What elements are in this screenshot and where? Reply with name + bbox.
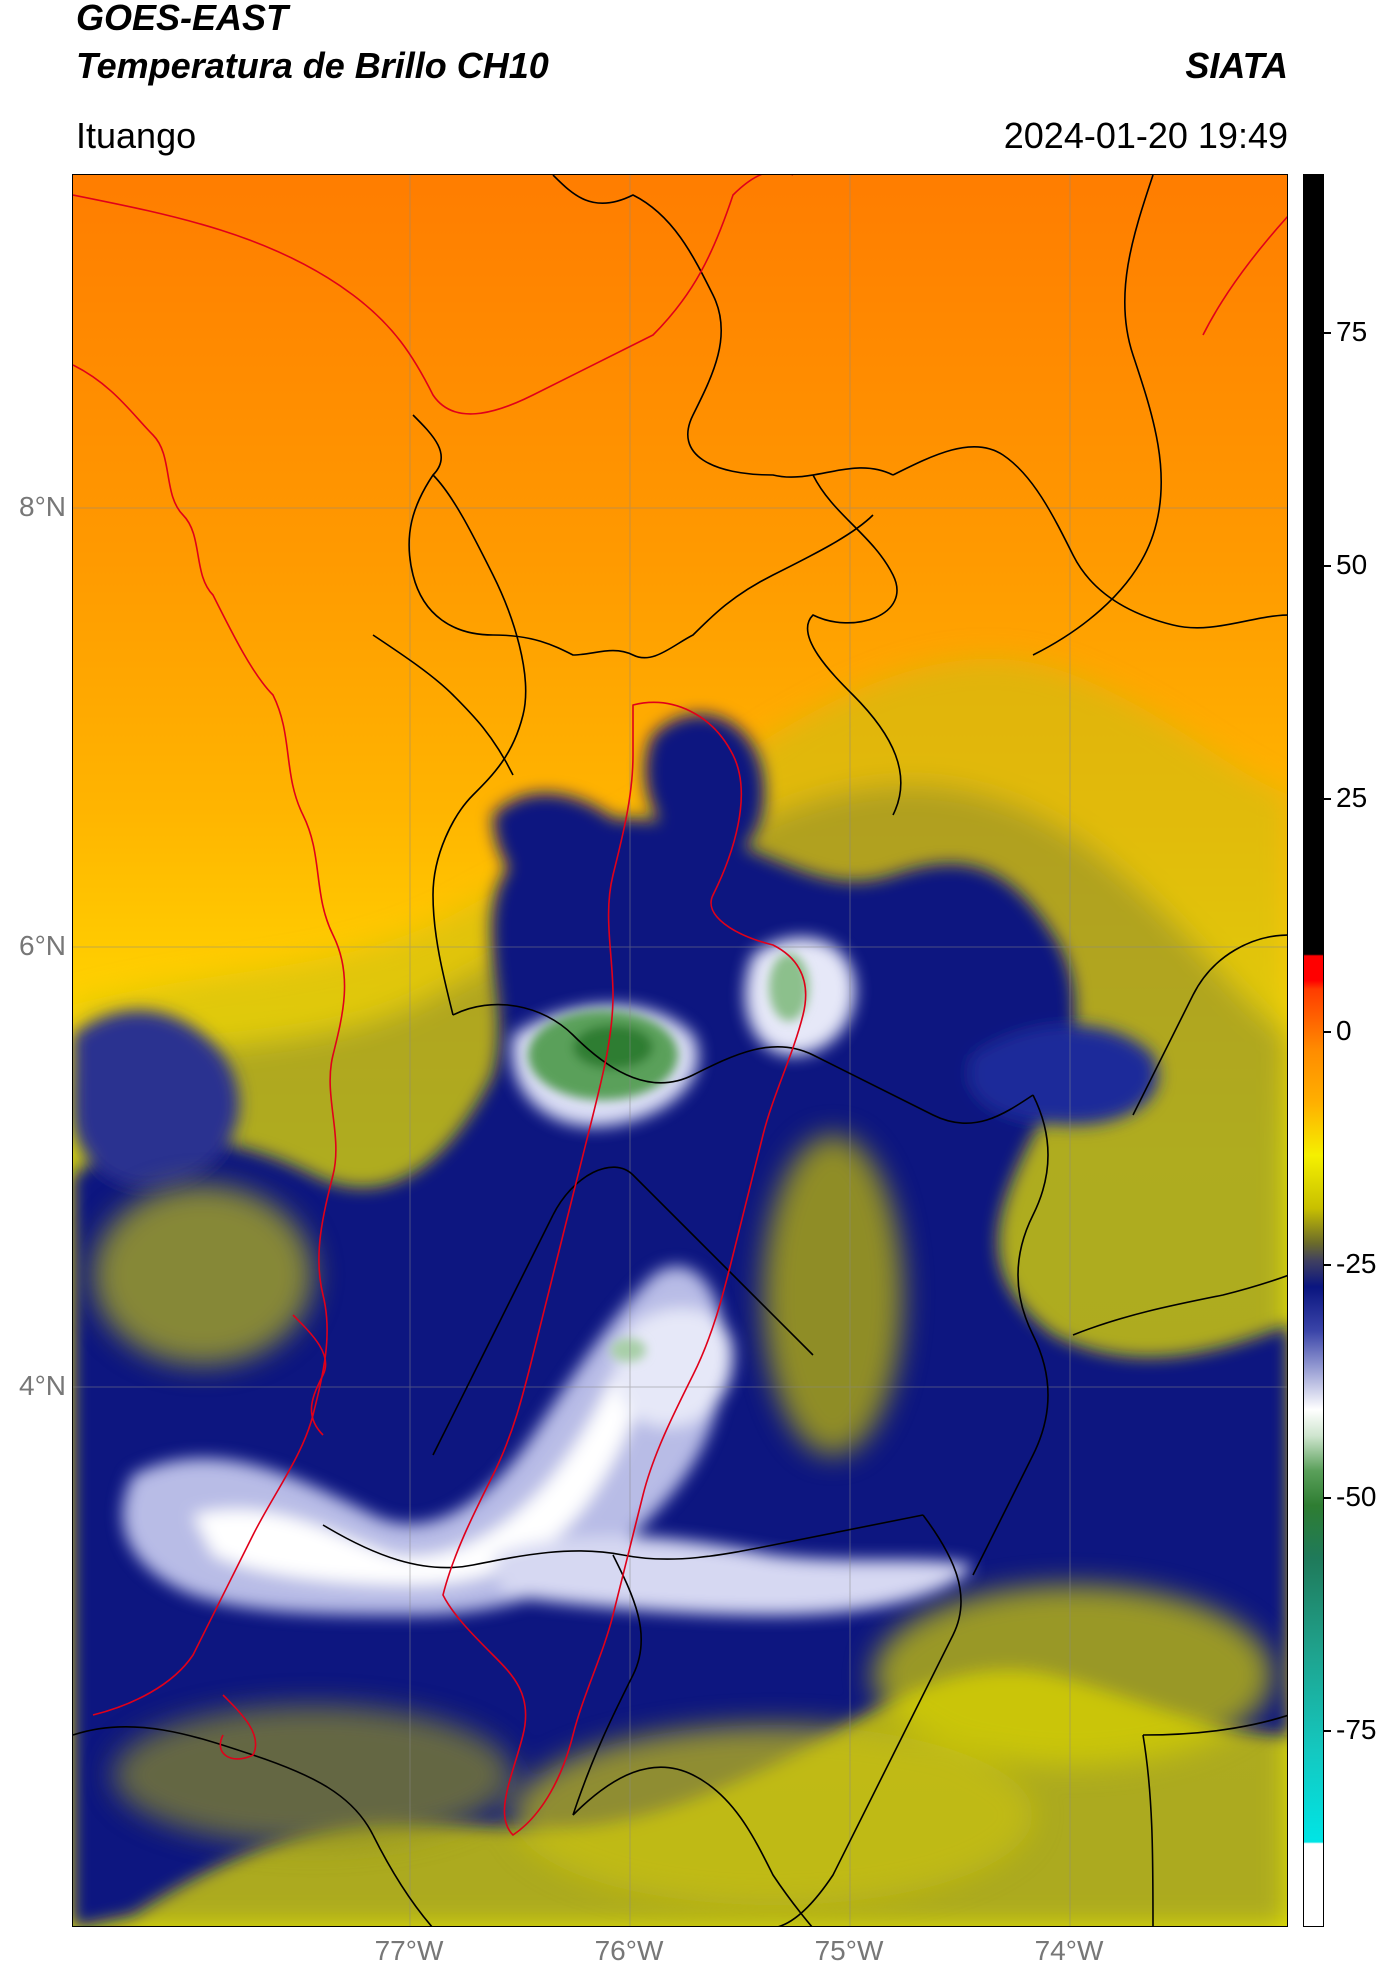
product-title: Temperatura de Brillo CH10 [76, 45, 549, 86]
colorbar-mark [1324, 1497, 1331, 1499]
graticule [73, 175, 1287, 1926]
satellite-title: GOES-EAST [76, 0, 289, 38]
olive-gaps [93, 1135, 1273, 1905]
colorbar-tick-minus75: -75 [1336, 1714, 1377, 1745]
colorbar-mark [1324, 332, 1331, 334]
lat-label-8n: 8°N [19, 491, 66, 522]
colorbar-tick-25: 25 [1336, 782, 1368, 813]
colorbar-mark [1324, 1264, 1331, 1266]
region-boundaries [73, 175, 1287, 1836]
org-label: SIATA [1185, 45, 1288, 86]
lon-label-76w: 76°W [594, 1935, 664, 1966]
colorbar-mark [1324, 798, 1331, 800]
colorbar-mark [1324, 1730, 1331, 1732]
lon-label-75w: 75°W [814, 1935, 884, 1966]
lat-label-6n: 6°N [19, 930, 66, 961]
map-canvas [73, 175, 1287, 1926]
temperature-colorbar [1303, 174, 1324, 1927]
coldest-cores [528, 953, 809, 1362]
colorbar-tick-0: 0 [1336, 1015, 1352, 1046]
colorbar-tick-minus25: -25 [1336, 1248, 1377, 1279]
datetime-label: 2024-01-20 19:49 [1003, 115, 1288, 156]
lon-label-77w: 77°W [374, 1935, 444, 1966]
colorbar-tick-75: 75 [1336, 316, 1368, 347]
colorbar-tick-50: 50 [1336, 549, 1368, 580]
lon-label-74w: 74°W [1034, 1935, 1104, 1966]
region-label: Ituango [76, 115, 197, 156]
colorbar-mark [1324, 565, 1331, 567]
brightness-temperature-map [72, 174, 1288, 1927]
lat-label-4n: 4°N [19, 1370, 66, 1401]
colorbar-tick-minus50: -50 [1336, 1481, 1377, 1512]
colorbar-mark [1324, 1031, 1331, 1033]
department-boundaries [73, 175, 1287, 1926]
